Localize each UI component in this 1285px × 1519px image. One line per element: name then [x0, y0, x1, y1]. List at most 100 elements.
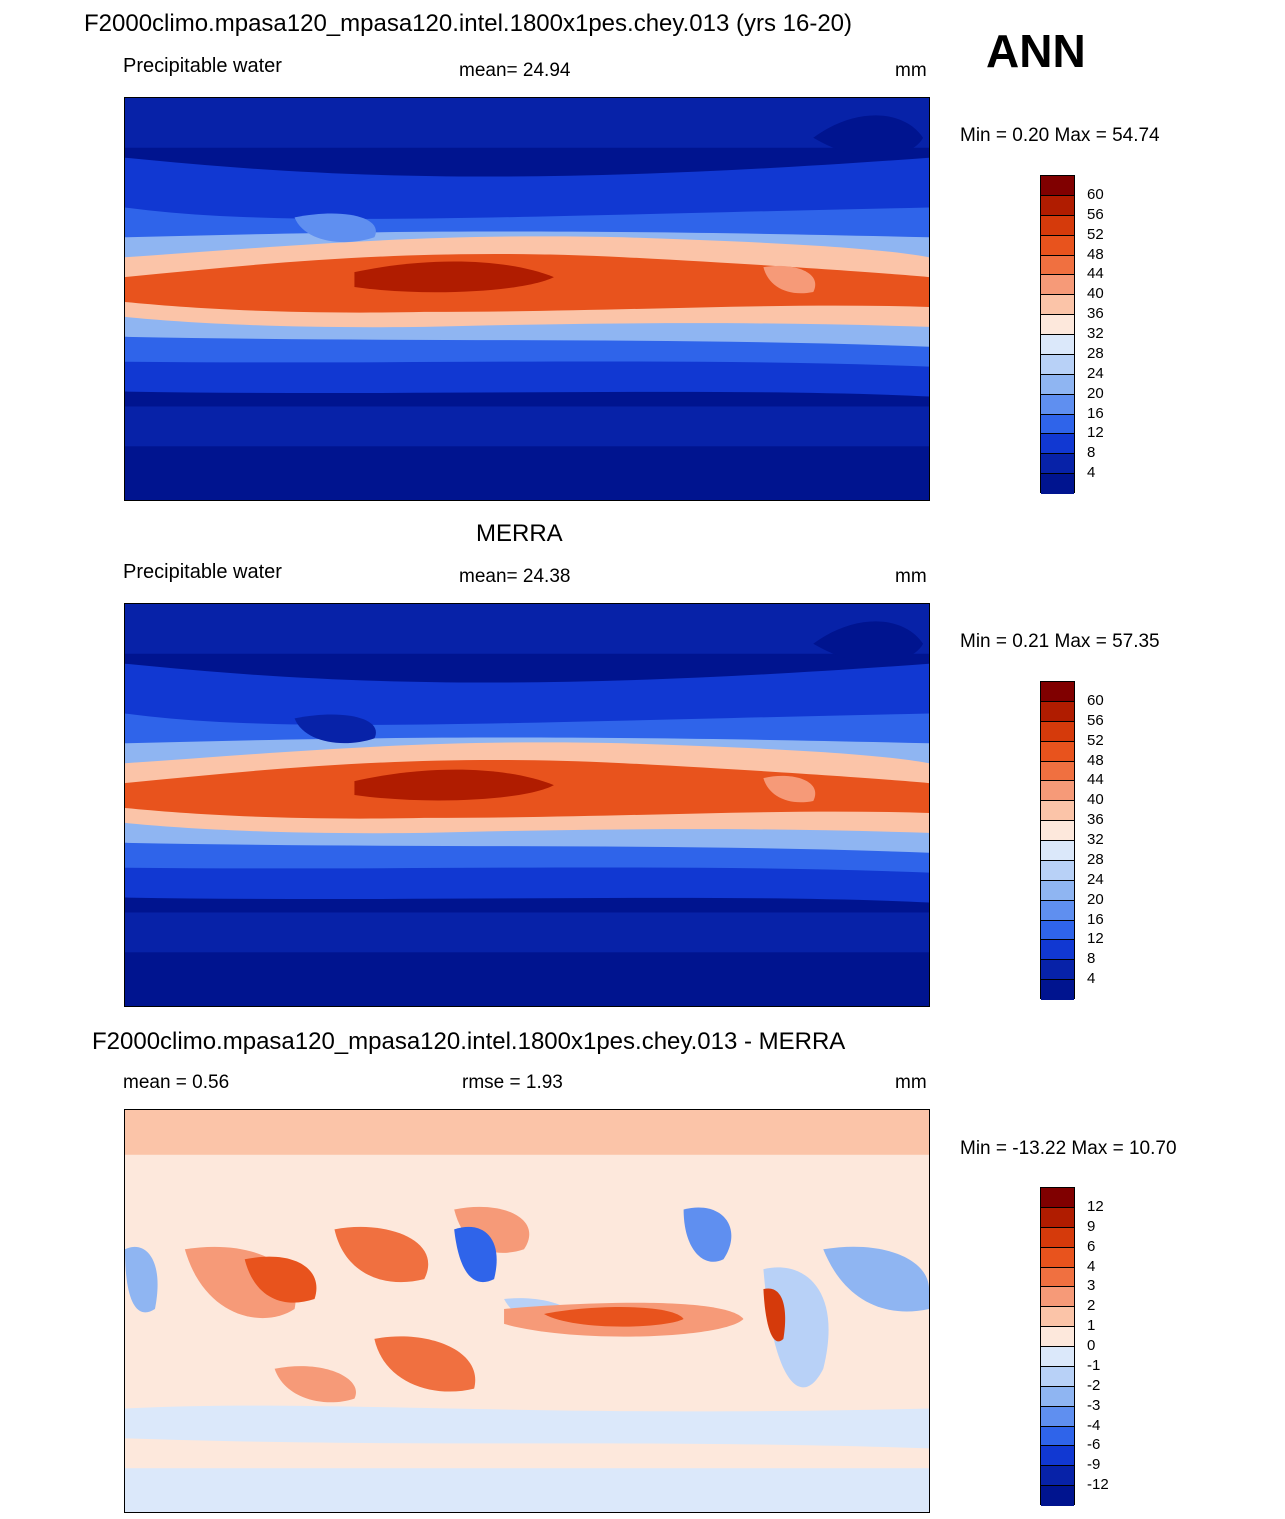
- colorbar-tick-label: -9: [1087, 1456, 1101, 1474]
- colorbar-swatch: [1041, 1287, 1074, 1308]
- colorbar-swatch: [1041, 880, 1074, 901]
- colorbar-swatch: [1041, 255, 1074, 276]
- colorbar-swatch: [1041, 195, 1074, 216]
- colorbar-swatch: [1041, 940, 1074, 961]
- colorbar-tick-label: 48: [1087, 245, 1104, 263]
- colorbar-swatch: [1041, 1327, 1074, 1347]
- colorbar-tick-label: 12: [1087, 1197, 1104, 1215]
- colorbar-swatch: [1041, 1366, 1074, 1387]
- colorbar-swatch: [1041, 235, 1074, 256]
- panel-3-units-label: mm: [895, 1072, 927, 1093]
- colorbar-tick-label: 2: [1087, 1297, 1096, 1315]
- colorbar-swatch: [1041, 960, 1074, 981]
- colorbar-tick-label: 12: [1087, 424, 1104, 442]
- colorbar-tick-label: 24: [1087, 364, 1104, 382]
- colorbar-swatch: [1041, 781, 1074, 802]
- colorbar-swatch: [1041, 980, 1074, 1000]
- colorbar-tick-label: 28: [1087, 344, 1104, 362]
- colorbar-tick-label: -6: [1087, 1436, 1101, 1454]
- colorbar-swatch: [1041, 801, 1074, 822]
- colorbar-swatch: [1041, 315, 1074, 335]
- colorbar-tick-label: -2: [1087, 1376, 1101, 1394]
- colorbar-tick-label: 24: [1087, 870, 1104, 888]
- colorbar-swatch: [1041, 1446, 1074, 1467]
- colorbar-tick-label: -4: [1087, 1416, 1101, 1434]
- colorbar-tick-label: 44: [1087, 771, 1104, 789]
- colorbar-swatch: [1041, 1267, 1074, 1288]
- colorbar-tick-label: 60: [1087, 185, 1104, 203]
- colorbar-tick-label: 52: [1087, 225, 1104, 243]
- colorbar-tick-label: 56: [1087, 205, 1104, 223]
- panel-2-minmax-label: Min = 0.21 Max = 57.35: [960, 631, 1160, 652]
- colorbar-swatch: [1041, 1247, 1074, 1268]
- panel-2-units-label: mm: [895, 566, 927, 587]
- colorbar-swatch: [1041, 215, 1074, 236]
- colorbar-swatch: [1041, 176, 1074, 196]
- colorbar-tick-label: 40: [1087, 791, 1104, 809]
- panel-3-mean-label: mean = 0.56: [123, 1072, 230, 1093]
- colorbar-tick-label: 40: [1087, 285, 1104, 303]
- colorbar-tick-label: 4: [1087, 970, 1096, 988]
- colorbar-tick-label: 4: [1087, 1257, 1096, 1275]
- colorbar-tick-label: 32: [1087, 831, 1104, 848]
- panel-1-map: [124, 97, 930, 501]
- colorbar-swatch: [1041, 454, 1074, 475]
- panel-2-colorbar: [1040, 681, 1075, 1000]
- panel-1-map-field: [125, 98, 929, 500]
- colorbar-swatch: [1041, 1227, 1074, 1248]
- colorbar-swatch: [1041, 335, 1074, 355]
- colorbar-tick-label: 1: [1087, 1317, 1096, 1335]
- panel-2-variable-label: Precipitable water: [123, 561, 282, 583]
- colorbar-swatch: [1041, 701, 1074, 722]
- colorbar-tick-label: -12: [1087, 1476, 1109, 1494]
- colorbar-swatch: [1041, 741, 1074, 762]
- colorbar-swatch: [1041, 414, 1074, 435]
- colorbar-swatch: [1041, 841, 1074, 861]
- colorbar-swatch: [1041, 682, 1074, 702]
- panel-3-title: F2000climo.mpasa120_mpasa120.intel.1800x…: [92, 1028, 846, 1055]
- colorbar-tick-label: 6: [1087, 1237, 1096, 1255]
- colorbar-swatch: [1041, 1406, 1074, 1427]
- colorbar-tick-label: 3: [1087, 1277, 1096, 1295]
- panel-2-map-field: [125, 604, 929, 1006]
- colorbar-tick-label: 16: [1087, 910, 1104, 928]
- colorbar-swatch: [1041, 1386, 1074, 1407]
- colorbar-tick-label: 48: [1087, 751, 1104, 769]
- panel-1-mean-label: mean= 24.94: [459, 60, 571, 81]
- colorbar-swatch: [1041, 1307, 1074, 1328]
- colorbar-tick-label: 8: [1087, 950, 1096, 968]
- panel-3-map-field: [125, 1110, 929, 1512]
- colorbar-tick-label: 44: [1087, 265, 1104, 283]
- colorbar-tick-label: 20: [1087, 890, 1104, 908]
- season-label: ANN: [986, 25, 1086, 77]
- colorbar-tick-label: 4: [1087, 464, 1096, 482]
- colorbar-swatch: [1041, 354, 1074, 375]
- colorbar-swatch: [1041, 1188, 1074, 1208]
- colorbar-tick-label: 36: [1087, 811, 1104, 829]
- colorbar-tick-label: 60: [1087, 691, 1104, 709]
- panel-1-minmax-label: Min = 0.20 Max = 54.74: [960, 125, 1160, 146]
- colorbar-swatch: [1041, 1466, 1074, 1487]
- panel-1-units-label: mm: [895, 60, 927, 81]
- colorbar-tick-label: 32: [1087, 325, 1104, 342]
- colorbar-tick-label: 16: [1087, 404, 1104, 422]
- panel-2-title: MERRA: [476, 520, 563, 547]
- colorbar-tick-label: 9: [1087, 1217, 1096, 1235]
- colorbar-tick-label: 56: [1087, 711, 1104, 729]
- colorbar-swatch: [1041, 1347, 1074, 1367]
- panel-3-rmse-label: rmse = 1.93: [462, 1072, 563, 1093]
- panel-1-variable-label: Precipitable water: [123, 55, 282, 77]
- colorbar-tick-label: 8: [1087, 444, 1096, 462]
- colorbar-tick-label: 36: [1087, 305, 1104, 323]
- panel-2-mean-label: mean= 24.38: [459, 566, 571, 587]
- colorbar-swatch: [1041, 1426, 1074, 1447]
- colorbar-tick-label: 28: [1087, 850, 1104, 868]
- colorbar-swatch: [1041, 275, 1074, 296]
- colorbar-tick-label: -3: [1087, 1396, 1101, 1414]
- panel-3-minmax-label: Min = -13.22 Max = 10.70: [960, 1138, 1177, 1159]
- colorbar-tick-label: 52: [1087, 731, 1104, 749]
- colorbar-swatch: [1041, 761, 1074, 782]
- colorbar-swatch: [1041, 1486, 1074, 1506]
- panel-1-colorbar: [1040, 175, 1075, 494]
- colorbar-swatch: [1041, 721, 1074, 742]
